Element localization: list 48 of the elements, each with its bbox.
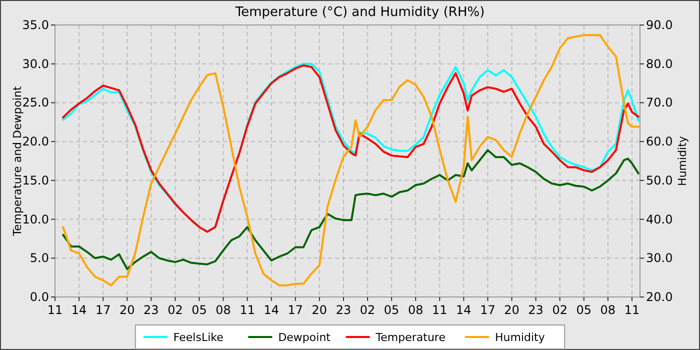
legend-label: Dewpoint [278,331,332,344]
y2-tick-label: 80.0 [646,56,673,71]
y2-tick-label: 20.0 [646,290,673,304]
x-tick-label: 08 [216,303,231,317]
x-tick-label: 23 [336,303,352,317]
y2-tick-label: 70.0 [646,96,673,110]
y2-tick-label: 30.0 [646,251,673,266]
x-tick-label: 14 [71,303,87,317]
x-tick-label: 05 [384,303,400,317]
y-tick-label: 35.0 [22,18,49,32]
x-tick-label: 02 [168,303,183,317]
x-tick-label: 02 [360,303,376,317]
y-tick-label: 0.0 [30,290,49,304]
x-tick-label: 11 [624,303,640,317]
x-tick-label: 20 [504,303,520,317]
x-tick-label: 02 [552,303,568,317]
y2-tick-label: 50.0 [646,173,673,188]
y-tick-label: 30.0 [22,56,49,71]
legend-label: Humidity [495,331,546,344]
x-tick-label: 11 [432,303,448,317]
x-tick-label: 17 [288,303,304,317]
x-tick-label: 23 [144,303,159,317]
x-tick-label: 11 [240,303,255,317]
chart-title: Temperature (°C) and Humidity (RH%) [234,5,485,20]
y-axis-title: Temperature and Dewpoint [11,85,24,237]
x-tick-label: 08 [600,303,616,317]
y2-tick-label: 60.0 [646,134,673,149]
y2-tick-label: 90.0 [646,18,673,32]
x-tick-label: 14 [264,303,280,317]
y-tick-label: 25.0 [22,96,49,110]
legend-label: Temperature [374,331,446,344]
x-tick-label: 14 [456,303,472,317]
x-tick-label: 20 [119,303,135,317]
x-tick-label: 08 [408,303,424,317]
y-tick-label: 10.0 [22,212,49,226]
y2-axis-title: Humidity [676,136,689,186]
legend-label: FeelsLike [173,331,224,344]
y-tick-label: 15.0 [22,173,49,188]
x-tick-label: 23 [528,303,544,317]
x-tick-label: 20 [312,303,328,317]
x-tick-label: 17 [95,303,111,317]
x-tick-label: 05 [576,303,592,317]
y2-tick-label: 40.0 [646,212,673,226]
y-tick-label: 20.0 [22,134,49,149]
x-tick-label: 17 [480,303,496,317]
x-tick-label: 11 [47,303,63,317]
y-tick-label: 5.0 [30,251,49,266]
x-tick-label: 05 [192,303,207,317]
